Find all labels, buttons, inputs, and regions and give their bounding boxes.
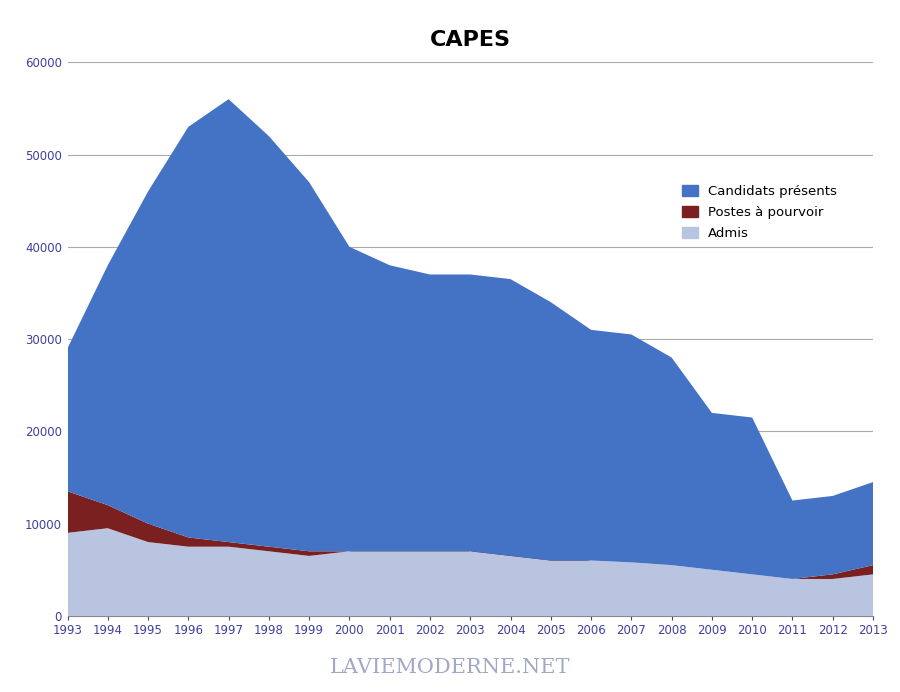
Title: CAPES: CAPES	[430, 30, 511, 50]
Legend: Candidats présents, Postes à pourvoir, Admis: Candidats présents, Postes à pourvoir, A…	[677, 180, 842, 245]
Text: LAVIEMODERNE.NET: LAVIEMODERNE.NET	[329, 658, 571, 677]
